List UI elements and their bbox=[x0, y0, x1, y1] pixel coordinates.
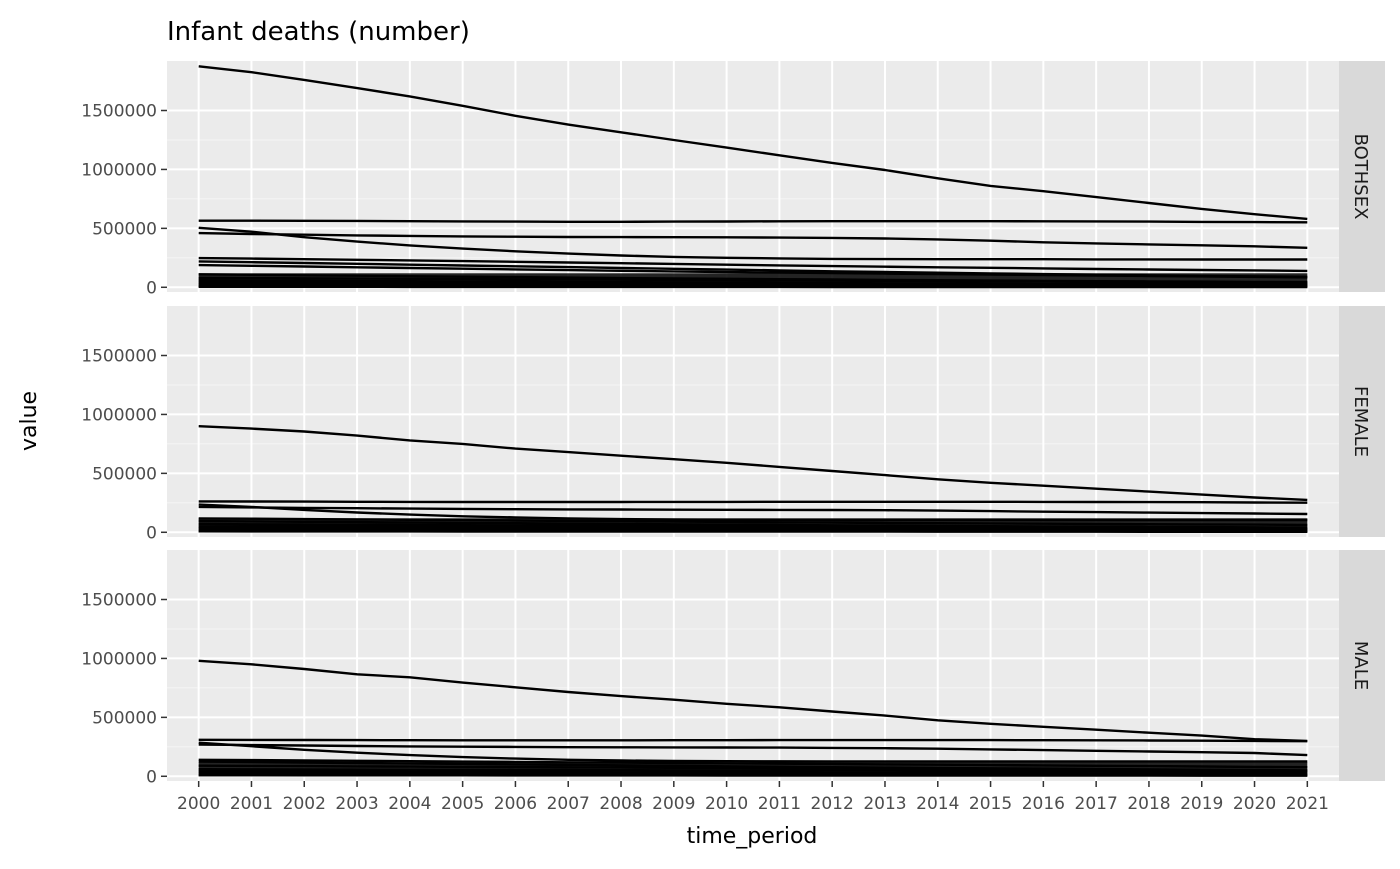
y-tick-label: 1000000 bbox=[81, 405, 157, 425]
series-line-bothsex-1 bbox=[199, 221, 1308, 223]
facet-panel-female: 0 500000 1000000 1500000 FEMALE bbox=[81, 306, 1385, 543]
x-tick-label: 2013 bbox=[863, 794, 906, 814]
y-tick-label: 0 bbox=[146, 523, 157, 543]
x-tick-label: 2009 bbox=[652, 794, 695, 814]
facet-strip-label: FEMALE bbox=[1350, 386, 1371, 457]
x-tick-label: 2019 bbox=[1180, 794, 1223, 814]
y-tick-label: 500000 bbox=[92, 219, 157, 239]
y-tick-label: 1500000 bbox=[81, 347, 157, 367]
x-tick-label: 2005 bbox=[441, 794, 484, 814]
near-zero-series-bundle bbox=[199, 273, 1308, 287]
facets-layer: 0 500000 1000000 1500000 BOTHSEX 0 500000 10000… bbox=[81, 61, 1385, 787]
y-tick-label: 0 bbox=[146, 278, 157, 298]
facet-strip-label: BOTHSEX bbox=[1350, 134, 1371, 220]
facet-strip-label: MALE bbox=[1350, 641, 1371, 690]
y-tick-label: 1500000 bbox=[81, 591, 157, 611]
facet-panel-bothsex: 0 500000 1000000 1500000 BOTHSEX bbox=[81, 61, 1385, 298]
near-zero-series-bundle bbox=[199, 762, 1308, 776]
y-axis-label: value bbox=[17, 391, 42, 451]
x-tick-label: 2015 bbox=[969, 794, 1012, 814]
x-tick-label: 2011 bbox=[758, 794, 801, 814]
x-tick-label: 2018 bbox=[1127, 794, 1170, 814]
y-tick-label: 0 bbox=[146, 767, 157, 787]
x-tick-label: 2004 bbox=[388, 794, 431, 814]
y-tick-label: 500000 bbox=[92, 464, 157, 484]
y-tick-label: 500000 bbox=[92, 708, 157, 728]
x-tick-label: 2020 bbox=[1233, 794, 1276, 814]
x-tick-label: 2003 bbox=[335, 794, 378, 814]
series-line-female-1 bbox=[199, 501, 1308, 502]
y-tick-label: 1500000 bbox=[81, 102, 157, 122]
x-tick-label: 2010 bbox=[705, 794, 748, 814]
near-zero-series-bundle bbox=[199, 518, 1308, 532]
x-tick-label: 2014 bbox=[916, 794, 959, 814]
series-line-male-1 bbox=[199, 740, 1308, 741]
x-tick-label: 2012 bbox=[811, 794, 854, 814]
x-axis-label: time_period bbox=[687, 824, 818, 849]
x-tick-label: 2008 bbox=[599, 794, 642, 814]
x-tick-label: 2001 bbox=[230, 794, 273, 814]
x-tick-label: 2007 bbox=[547, 794, 590, 814]
chart-title: Infant deaths (number) bbox=[167, 17, 470, 47]
x-tick-label: 2021 bbox=[1286, 794, 1329, 814]
x-tick-label: 2000 bbox=[177, 794, 220, 814]
y-tick-label: 1000000 bbox=[81, 160, 157, 180]
y-tick-label: 1000000 bbox=[81, 649, 157, 669]
x-tick-label: 2006 bbox=[494, 794, 537, 814]
x-tick-label: 2017 bbox=[1075, 794, 1118, 814]
facet-panel-male: 0 500000 1000000 1500000 MALE bbox=[81, 550, 1385, 787]
x-tick-label: 2002 bbox=[283, 794, 326, 814]
x-tick-label: 2016 bbox=[1022, 794, 1065, 814]
